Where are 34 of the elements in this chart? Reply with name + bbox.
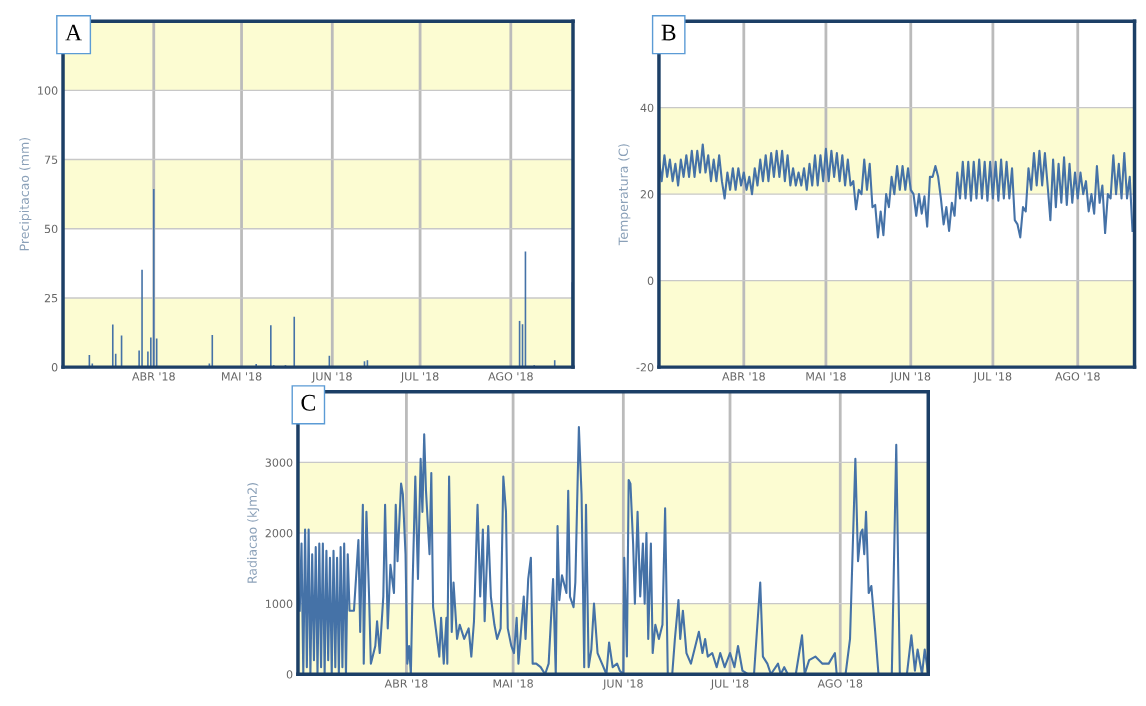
chart-title: A	[65, 24, 82, 41]
x-tick-label: MAI '18	[222, 372, 262, 381]
chart-title: C	[301, 394, 315, 411]
y-tick-label: 25	[44, 293, 58, 303]
y-tick-label: 0	[286, 670, 293, 679]
x-tick-label: JUL '18	[973, 372, 1012, 383]
x-tick-label: ABR '18	[384, 679, 428, 688]
y-tick-label: 100	[38, 86, 58, 95]
x-tick-label: JUL '18	[710, 679, 749, 690]
y-tick-label: 75	[44, 155, 58, 164]
y-tick-label: 50	[44, 224, 58, 234]
y-tick-label: 2000	[265, 529, 293, 538]
x-tick-label: AGO '18	[488, 372, 533, 381]
x-tick-label: JUL '18	[400, 372, 439, 383]
x-tick-label: JUN '18	[602, 679, 643, 690]
y-tick-label: 0	[647, 276, 654, 286]
y-tick-label: 40	[640, 103, 654, 113]
y-axis-title: Temperatura (C)	[618, 144, 631, 246]
x-tick-label: JUN '18	[311, 372, 352, 383]
x-tick-label: MAI '18	[806, 372, 846, 381]
y-axis-title: Precipitacao (mm)	[19, 138, 32, 251]
y-tick-label: 1000	[266, 599, 293, 609]
x-tick-label: AGO '18	[817, 679, 863, 688]
chart-title: B	[661, 24, 676, 41]
y-tick-label: 3000	[265, 458, 293, 467]
x-tick-label: ABR '18	[132, 372, 175, 381]
x-tick-label: AGO '18	[1055, 372, 1100, 381]
x-tick-label: JUN '18	[889, 372, 931, 383]
x-tick-label: ABR '18	[722, 372, 765, 381]
y-tick-label: 20	[640, 190, 654, 199]
y-tick-label: -20	[636, 363, 654, 372]
y-axis-title: Radiacao (kJm2)	[247, 483, 260, 583]
y-tick-label: 0	[51, 363, 58, 372]
x-tick-label: MAI '18	[493, 679, 533, 688]
